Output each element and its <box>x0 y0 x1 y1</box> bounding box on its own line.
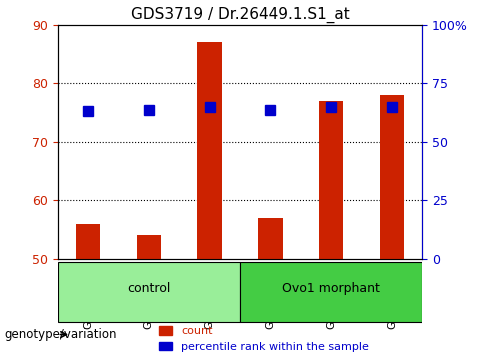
Text: genotype/variation: genotype/variation <box>5 328 117 341</box>
FancyBboxPatch shape <box>240 262 422 322</box>
Text: GSM537963: GSM537963 <box>144 266 154 329</box>
Bar <box>319 101 343 259</box>
Bar <box>137 235 161 259</box>
Text: control: control <box>127 282 170 295</box>
Bar <box>76 224 100 259</box>
Text: GSM537962: GSM537962 <box>83 266 93 329</box>
FancyBboxPatch shape <box>58 262 240 322</box>
Bar <box>197 42 222 259</box>
Bar <box>258 218 283 259</box>
Title: GDS3719 / Dr.26449.1.S1_at: GDS3719 / Dr.26449.1.S1_at <box>131 7 349 23</box>
Text: GSM537967: GSM537967 <box>387 266 397 329</box>
Bar <box>380 95 404 259</box>
Text: GSM537965: GSM537965 <box>265 266 276 329</box>
Text: Ovo1 morphant: Ovo1 morphant <box>282 282 380 295</box>
Text: GSM537964: GSM537964 <box>204 266 215 329</box>
Legend: count, percentile rank within the sample: count, percentile rank within the sample <box>159 326 369 352</box>
Text: GSM537966: GSM537966 <box>326 266 336 329</box>
